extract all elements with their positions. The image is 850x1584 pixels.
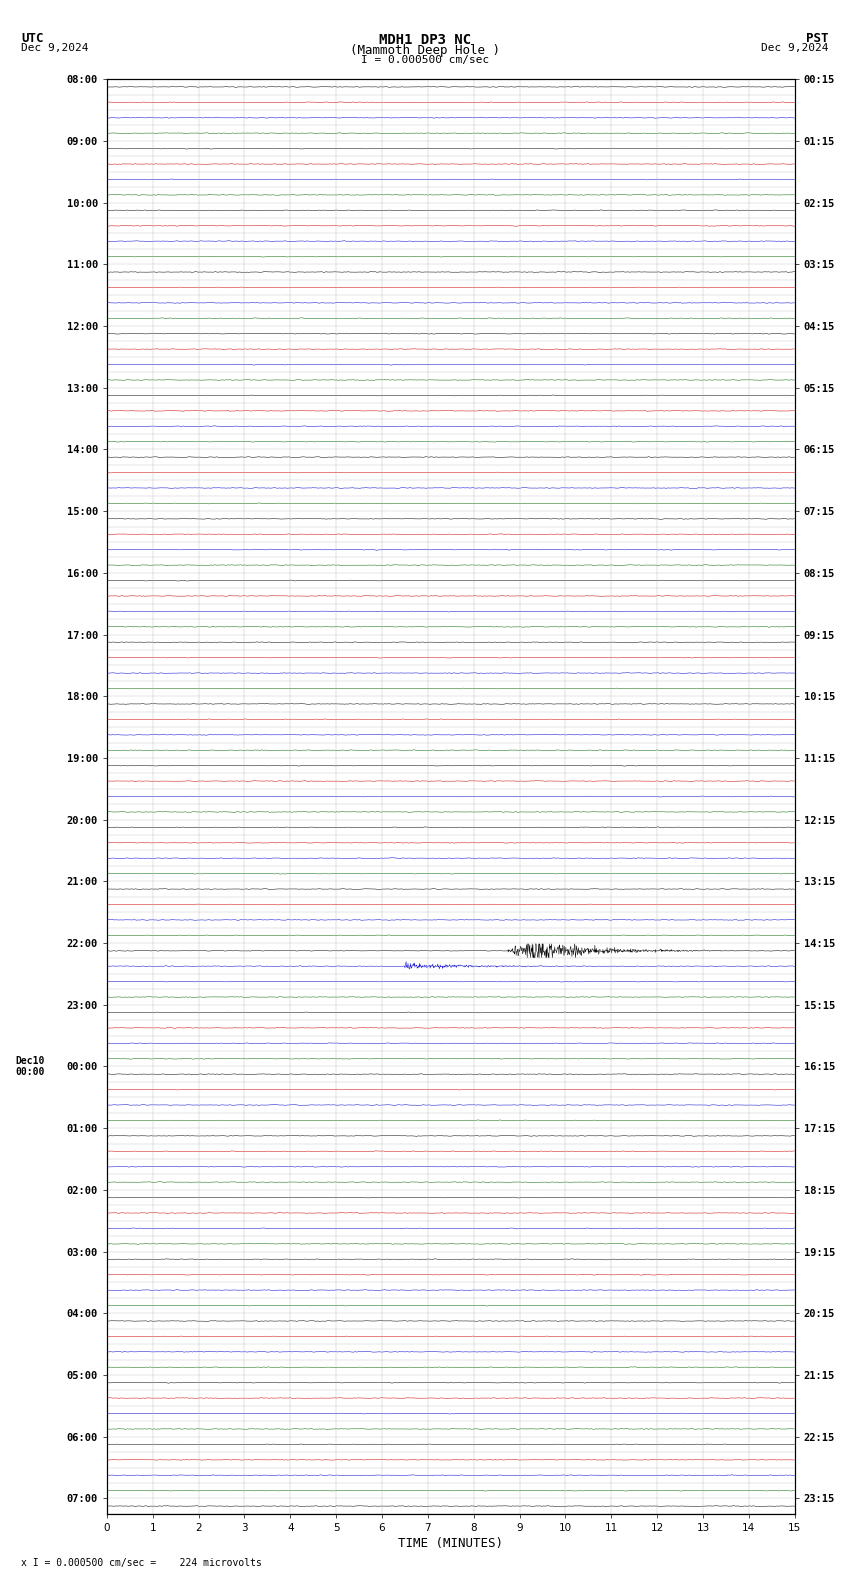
Text: UTC: UTC <box>21 32 43 44</box>
Text: Dec10
00:00: Dec10 00:00 <box>15 1055 44 1077</box>
Text: MDH1 DP3 NC: MDH1 DP3 NC <box>379 33 471 48</box>
Text: (Mammoth Deep Hole ): (Mammoth Deep Hole ) <box>350 44 500 57</box>
Text: Dec 9,2024: Dec 9,2024 <box>762 43 829 52</box>
Text: PST: PST <box>807 32 829 44</box>
X-axis label: TIME (MINUTES): TIME (MINUTES) <box>399 1536 503 1551</box>
Text: x I = 0.000500 cm/sec =    224 microvolts: x I = 0.000500 cm/sec = 224 microvolts <box>21 1559 262 1568</box>
Text: I = 0.000500 cm/sec: I = 0.000500 cm/sec <box>361 55 489 65</box>
Text: Dec 9,2024: Dec 9,2024 <box>21 43 88 52</box>
